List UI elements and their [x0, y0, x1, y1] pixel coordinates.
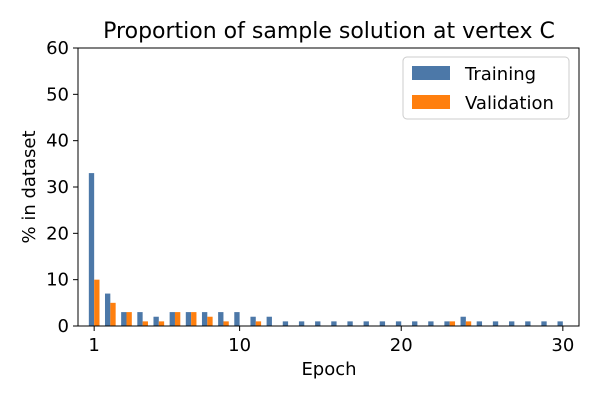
x-axis-ticks: 1 10 20 30	[88, 326, 574, 356]
legend: Training Validation	[402, 56, 570, 120]
y-tick-label: 0	[58, 316, 69, 337]
bar-training-epoch-8	[201, 312, 208, 326]
x-tick-label: 1	[88, 335, 99, 356]
legend-swatch-validation	[412, 95, 450, 109]
bar-training-epoch-18	[363, 321, 369, 326]
x-tick-label: 30	[551, 335, 574, 356]
y-axis-ticks: 0 10 20 30 40 50 60	[46, 38, 78, 337]
bar-validation-epoch-9	[223, 321, 229, 326]
bar-training-epoch-20	[395, 321, 402, 326]
bar-training-epoch-14	[298, 321, 305, 326]
bar-validation-epoch-23	[449, 321, 456, 326]
bars	[88, 173, 563, 326]
bar-training-epoch-5	[153, 316, 159, 326]
bar-validation-epoch-2	[110, 302, 116, 326]
bar-training-epoch-12	[266, 316, 272, 326]
bar-training-epoch-29	[541, 321, 547, 326]
legend-label-validation: Validation	[465, 93, 554, 114]
bar-training-epoch-9	[218, 312, 224, 326]
bar-training-epoch-3	[121, 312, 127, 326]
bar-validation-epoch-8	[207, 316, 213, 326]
bar-training-epoch-26	[492, 321, 499, 326]
y-tick-label: 20	[46, 223, 69, 244]
legend-swatch-training	[412, 66, 450, 80]
bar-training-epoch-19	[379, 321, 386, 326]
bar-training-epoch-10	[234, 312, 240, 326]
bar-training-epoch-6	[169, 312, 175, 326]
bar-validation-epoch-24	[465, 321, 472, 326]
x-axis-label: Epoch	[301, 359, 356, 380]
bar-training-epoch-27	[509, 321, 515, 326]
bar-training-epoch-1	[88, 173, 95, 326]
bar-training-epoch-11	[250, 316, 256, 326]
y-tick-label: 10	[46, 270, 69, 291]
y-tick-label: 40	[46, 131, 69, 152]
bar-training-epoch-17	[347, 321, 353, 326]
x-tick-label: 20	[390, 335, 413, 356]
bar-training-epoch-23	[444, 321, 450, 326]
bar-training-epoch-28	[525, 321, 531, 326]
bar-training-epoch-4	[137, 312, 143, 326]
bar-training-epoch-16	[331, 321, 337, 326]
chart-title: Proportion of sample solution at vertex …	[103, 19, 555, 44]
bar-validation-epoch-7	[191, 312, 197, 326]
bar-training-epoch-7	[185, 312, 192, 326]
bar-validation-epoch-3	[126, 312, 132, 326]
y-axis-label: % in dataset	[19, 130, 40, 243]
bar-training-epoch-24	[460, 316, 466, 326]
y-tick-label: 60	[46, 38, 69, 59]
bar-training-epoch-22	[428, 321, 434, 326]
bar-training-epoch-21	[412, 321, 418, 326]
bar-training-epoch-15	[315, 321, 321, 326]
bar-validation-epoch-1	[94, 279, 100, 326]
legend-label-training: Training	[464, 64, 536, 85]
x-tick-label: 10	[228, 335, 251, 356]
bar-training-epoch-13	[282, 321, 289, 326]
bar-validation-epoch-11	[255, 321, 262, 326]
bar-validation-epoch-6	[174, 312, 181, 326]
bar-training-epoch-30	[557, 321, 563, 326]
bar-validation-epoch-4	[142, 321, 148, 326]
bar-training-epoch-25	[476, 321, 483, 326]
bar-validation-epoch-5	[158, 321, 165, 326]
y-tick-label: 30	[46, 177, 69, 198]
plot-frame	[77, 47, 580, 327]
y-tick-label: 50	[46, 84, 69, 105]
bar-training-epoch-2	[104, 293, 111, 326]
